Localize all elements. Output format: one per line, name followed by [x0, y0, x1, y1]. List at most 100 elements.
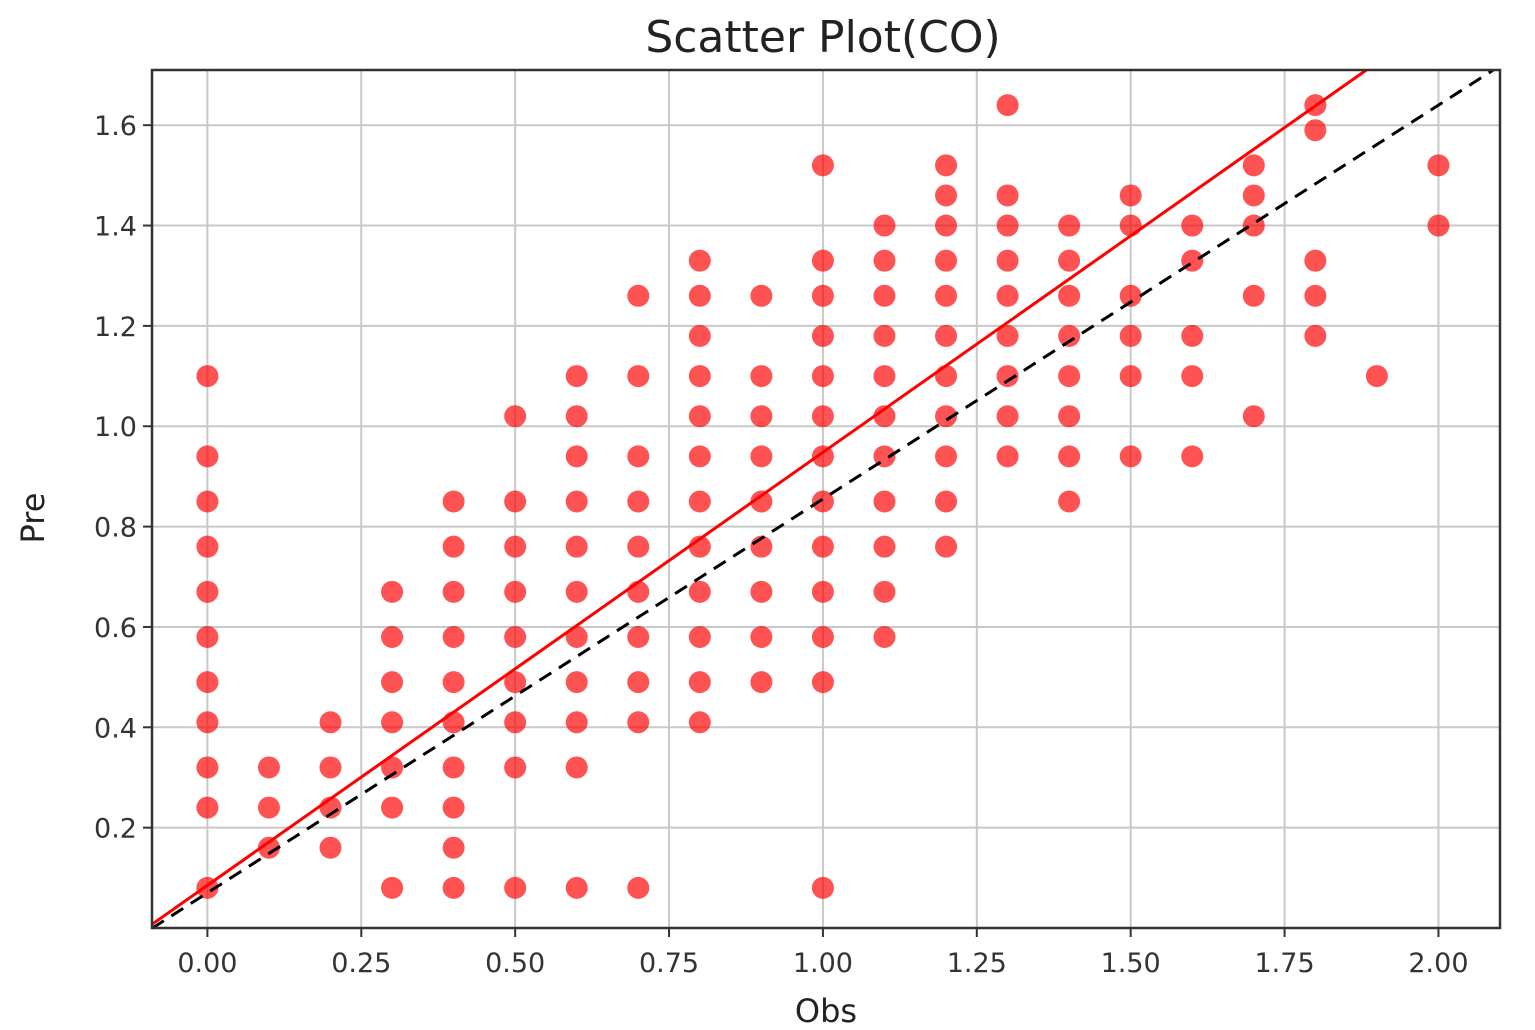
data-point	[565, 535, 588, 558]
data-point	[565, 365, 588, 388]
data-point	[442, 671, 465, 694]
data-point	[565, 671, 588, 694]
data-point	[996, 365, 1019, 388]
data-point	[873, 625, 896, 648]
data-point	[996, 249, 1019, 272]
y-tick-label: 1.0	[94, 412, 137, 443]
data-point	[750, 405, 773, 428]
data-point	[504, 535, 527, 558]
data-point	[565, 876, 588, 899]
data-point	[442, 756, 465, 779]
reference-dashed-line	[151, 68, 1495, 930]
data-point	[381, 625, 404, 648]
data-point	[1427, 154, 1450, 177]
data-point	[442, 625, 465, 648]
y-tick-label: 1.4	[94, 212, 137, 243]
data-point	[935, 284, 958, 307]
data-point	[935, 214, 958, 237]
data-point	[442, 711, 465, 734]
data-point	[504, 580, 527, 603]
x-tick-label: 0.25	[331, 948, 391, 979]
data-point	[381, 876, 404, 899]
data-point	[873, 214, 896, 237]
data-point	[1242, 284, 1265, 307]
data-point	[935, 490, 958, 513]
data-point	[442, 535, 465, 558]
data-point	[627, 535, 650, 558]
data-point	[257, 796, 280, 819]
data-point	[1304, 119, 1327, 142]
y-tick-label: 0.4	[94, 713, 137, 744]
data-point	[811, 405, 834, 428]
data-point	[381, 796, 404, 819]
points-layer	[196, 94, 1450, 899]
data-point	[196, 490, 219, 513]
data-point	[504, 756, 527, 779]
data-point	[811, 445, 834, 468]
data-point	[381, 756, 404, 779]
data-point	[750, 284, 773, 307]
data-point	[688, 711, 711, 734]
data-point	[627, 365, 650, 388]
data-point	[196, 671, 219, 694]
data-point	[935, 324, 958, 347]
data-point	[196, 580, 219, 603]
data-point	[1181, 365, 1204, 388]
data-point	[688, 405, 711, 428]
data-point	[1119, 445, 1142, 468]
data-point	[565, 756, 588, 779]
data-point	[565, 625, 588, 648]
data-point	[935, 154, 958, 177]
data-point	[996, 214, 1019, 237]
data-point	[442, 796, 465, 819]
y-tick-label: 1.6	[94, 111, 137, 142]
data-point	[1119, 284, 1142, 307]
data-point	[750, 671, 773, 694]
data-point	[750, 445, 773, 468]
data-point	[504, 876, 527, 899]
data-point	[627, 445, 650, 468]
data-point	[627, 711, 650, 734]
data-point	[996, 324, 1019, 347]
data-point	[688, 324, 711, 347]
data-point	[750, 580, 773, 603]
data-point	[565, 445, 588, 468]
data-point	[811, 535, 834, 558]
data-point	[1058, 284, 1081, 307]
x-axis-label: Obs	[795, 992, 857, 1030]
data-point	[319, 836, 342, 859]
data-point	[627, 580, 650, 603]
data-point	[750, 490, 773, 513]
data-point	[504, 405, 527, 428]
data-point	[811, 284, 834, 307]
data-point	[1181, 324, 1204, 347]
data-point	[627, 284, 650, 307]
data-point	[935, 445, 958, 468]
data-point	[873, 535, 896, 558]
data-point	[196, 796, 219, 819]
data-point	[750, 625, 773, 648]
data-point	[381, 671, 404, 694]
data-point	[811, 324, 834, 347]
data-point	[1365, 365, 1388, 388]
chart-title: Scatter Plot(CO)	[645, 12, 1000, 63]
data-point	[196, 365, 219, 388]
data-point	[935, 184, 958, 207]
x-tick-label: 1.00	[793, 948, 853, 979]
data-point	[811, 154, 834, 177]
data-point	[504, 671, 527, 694]
data-point	[750, 365, 773, 388]
x-ticks: 0.00 0.25 0.50 0.75 1.00 1.25 1.50 1.75 2.00	[177, 928, 1469, 979]
x-tick-label: 0.50	[485, 948, 545, 979]
data-point	[873, 490, 896, 513]
data-point	[1119, 324, 1142, 347]
data-point	[257, 836, 280, 859]
data-point	[688, 365, 711, 388]
data-point	[565, 490, 588, 513]
data-point	[873, 249, 896, 272]
data-point	[688, 445, 711, 468]
x-tick-label: 2.00	[1408, 948, 1468, 979]
data-point	[1119, 365, 1142, 388]
